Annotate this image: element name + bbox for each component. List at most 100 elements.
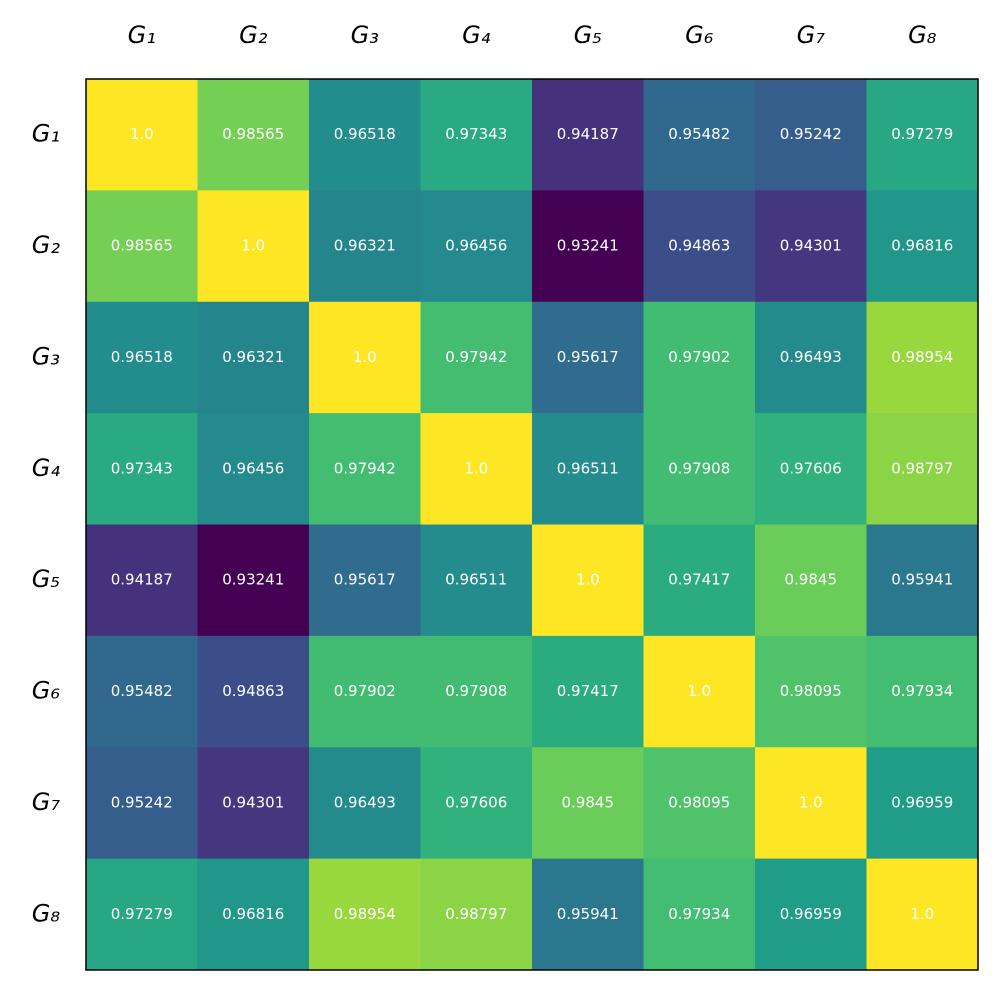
heatmap-cell (86, 79, 198, 191)
x-tick-label: G₃ (351, 21, 379, 49)
cell-label: 0.98797 (891, 459, 953, 477)
cell-label: 0.94863 (668, 237, 730, 255)
heatmap-cell (309, 190, 421, 303)
cell-label: 0.96456 (222, 459, 284, 477)
heatmap-cell (86, 190, 198, 303)
cell-label: 0.97606 (780, 459, 842, 477)
cell-label: 0.97934 (668, 905, 730, 923)
cell-label: 0.94187 (111, 571, 173, 589)
cell-label: 0.98095 (668, 793, 730, 811)
y-tick-label: G₃ (32, 342, 60, 370)
heatmap-cell (197, 635, 310, 748)
cell-label: 0.96959 (891, 793, 953, 811)
heatmap-cell (866, 858, 979, 971)
heatmap-cell (532, 858, 644, 971)
cell-label: 1.0 (687, 682, 711, 700)
heatmap-cell (643, 301, 756, 414)
cell-label: 0.94187 (557, 125, 619, 143)
cell-label: 0.97279 (111, 905, 173, 923)
cell-label: 0.97902 (334, 682, 396, 700)
cell-label: 0.95482 (111, 682, 173, 700)
cell-label: 1.0 (799, 793, 823, 811)
cell-label: 1.0 (464, 459, 488, 477)
cell-label: 0.96321 (222, 348, 284, 366)
cell-label: 0.97942 (334, 459, 396, 477)
cell-label: 0.97279 (891, 125, 953, 143)
cell-label: 1.0 (353, 348, 377, 366)
heatmap-cell (420, 747, 533, 860)
cell-label: 0.98565 (222, 125, 284, 143)
x-tick-label: G₆ (685, 21, 714, 49)
cell-label: 0.97902 (668, 348, 730, 366)
cell-label: 0.96518 (111, 348, 173, 366)
heatmap-cell (866, 190, 979, 303)
heatmap-cell (755, 858, 867, 971)
cell-label: 0.97343 (111, 459, 173, 477)
cell-label: 0.95941 (891, 571, 953, 589)
cell-label: 0.98954 (334, 905, 396, 923)
cell-label: 0.93241 (222, 571, 284, 589)
cell-label: 0.96816 (222, 905, 284, 923)
heatmap-cell (532, 747, 644, 860)
heatmap-cell (86, 413, 198, 525)
heatmap-cell (309, 413, 421, 525)
heatmap-cell (866, 524, 979, 637)
heatmap-cell (755, 635, 867, 748)
heatmap-cell (532, 79, 644, 191)
heatmap-cell (86, 858, 198, 971)
heatmap-cell (309, 79, 421, 191)
heatmap-cell (86, 635, 198, 748)
y-tick-label: G₄ (32, 454, 61, 482)
cell-label: 0.95617 (557, 348, 619, 366)
cell-label: 0.95242 (111, 793, 173, 811)
heatmap-cell (755, 524, 867, 637)
cell-label: 1.0 (910, 905, 934, 923)
heatmap-cell (866, 635, 979, 748)
x-tick-label: G₅ (574, 21, 602, 49)
cell-label: 0.97417 (557, 682, 619, 700)
heatmap-cell (643, 79, 756, 191)
cell-label: 0.97934 (891, 682, 953, 700)
cell-label: 0.95941 (557, 905, 619, 923)
heatmap-cell (420, 524, 533, 637)
cell-label: 0.96816 (891, 237, 953, 255)
heatmap-cell (197, 190, 310, 303)
cell-label: 0.97417 (668, 571, 730, 589)
heatmap-cell (755, 413, 867, 525)
heatmap-cell (420, 413, 533, 525)
heatmap-cell (532, 301, 644, 414)
cell-label: 0.94301 (780, 237, 842, 255)
cell-label: 0.96511 (445, 571, 507, 589)
heatmap-cell (755, 79, 867, 191)
heatmap-cell (86, 524, 198, 637)
heatmap-cell (643, 747, 756, 860)
heatmap-cell (866, 747, 979, 860)
heatmap-cell (866, 413, 979, 525)
y-tick-label: G₅ (32, 565, 60, 593)
cell-label: 0.9845 (562, 793, 615, 811)
heatmap-cell (532, 413, 644, 525)
cell-label: 0.93241 (557, 237, 619, 255)
cell-label: 1.0 (576, 571, 600, 589)
heatmap-cell (420, 301, 533, 414)
heatmap-cell (755, 301, 867, 414)
cell-label: 0.96959 (780, 905, 842, 923)
heatmap-cell (420, 190, 533, 303)
cell-label: 0.98954 (891, 348, 953, 366)
heatmap-cell (643, 190, 756, 303)
y-tick-label: G₆ (32, 677, 61, 705)
heatmap-cell (420, 858, 533, 971)
heatmap-cell (309, 524, 421, 637)
heatmap-cell (197, 79, 310, 191)
x-tick-label: G₂ (239, 21, 268, 49)
cell-label: 0.98797 (445, 905, 507, 923)
x-tick-label: G₇ (797, 21, 826, 49)
heatmap-cell (532, 524, 644, 637)
cell-label: 0.96511 (557, 459, 619, 477)
heatmap-cell (197, 413, 310, 525)
heatmap-cell (420, 79, 533, 191)
x-tick-label: G₄ (462, 21, 491, 49)
heatmap-cell (643, 413, 756, 525)
heatmap-cell (197, 524, 310, 637)
